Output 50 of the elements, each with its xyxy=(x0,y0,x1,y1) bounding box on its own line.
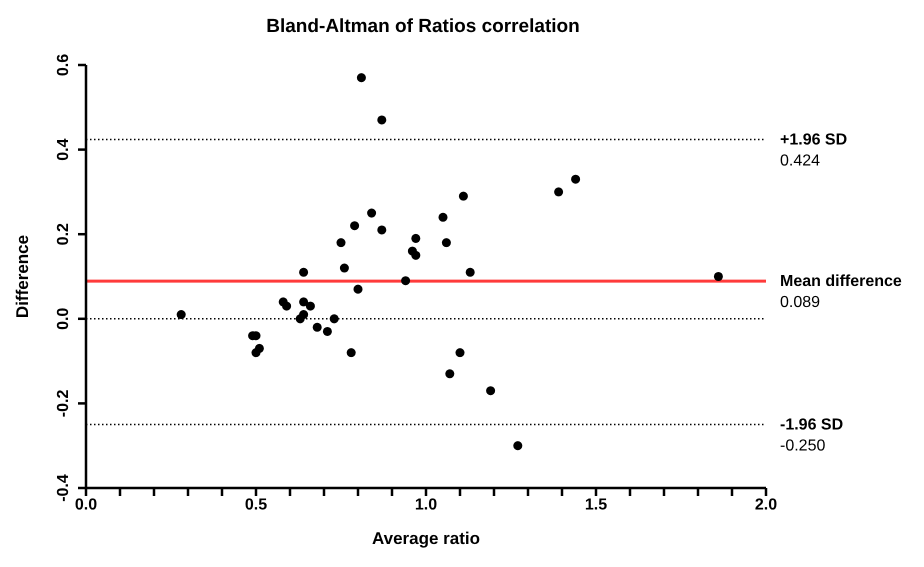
point xyxy=(458,192,468,201)
point xyxy=(251,348,261,358)
point xyxy=(176,310,186,320)
x-tick-label: 1.5 xyxy=(584,496,608,514)
point xyxy=(513,441,522,450)
point xyxy=(353,284,363,294)
x-axis-title: Average ratio xyxy=(372,529,480,548)
point xyxy=(466,268,475,277)
point xyxy=(411,234,420,243)
point xyxy=(296,314,305,324)
point xyxy=(322,326,332,336)
point xyxy=(455,348,465,358)
point xyxy=(438,212,448,222)
point xyxy=(336,238,346,248)
point xyxy=(367,208,376,218)
point xyxy=(299,297,308,306)
x-tick-label: 2.0 xyxy=(754,496,778,514)
point xyxy=(377,225,386,234)
point xyxy=(486,386,496,396)
ref-line-label: -1.96 SD -0.250 xyxy=(780,416,844,455)
point xyxy=(442,238,451,248)
point xyxy=(340,264,349,273)
y-tick-label: 0.6 xyxy=(55,54,72,76)
point xyxy=(350,221,360,230)
x-tick-label: 0.5 xyxy=(244,496,268,514)
chart-title: Bland-Altman of Ratios correlation xyxy=(265,16,581,38)
point xyxy=(445,369,454,378)
point xyxy=(571,174,580,184)
point xyxy=(554,187,564,196)
ref-line-label: Mean difference 0.089 xyxy=(780,273,902,312)
point xyxy=(306,302,315,311)
point xyxy=(377,115,386,124)
y-axis-title: Difference xyxy=(13,234,32,318)
y-tick-label: 0.4 xyxy=(55,138,72,161)
y-tick-label: 0.2 xyxy=(55,222,72,246)
point xyxy=(312,322,322,332)
x-tick-label: 1.0 xyxy=(414,496,438,514)
point xyxy=(346,348,356,358)
ref-line-label: +1.96 SD 0.424 xyxy=(780,131,848,170)
point xyxy=(330,314,339,324)
y-tick-label: -0.2 xyxy=(55,390,72,418)
y-tick-label: 0.0 xyxy=(55,308,72,330)
point xyxy=(282,302,292,311)
point xyxy=(356,73,366,82)
point xyxy=(299,268,308,277)
point xyxy=(714,272,723,282)
y-tick-label: -0.4 xyxy=(55,474,72,502)
point xyxy=(401,276,410,286)
point xyxy=(411,250,420,260)
x-tick-label: 0.0 xyxy=(74,496,98,514)
